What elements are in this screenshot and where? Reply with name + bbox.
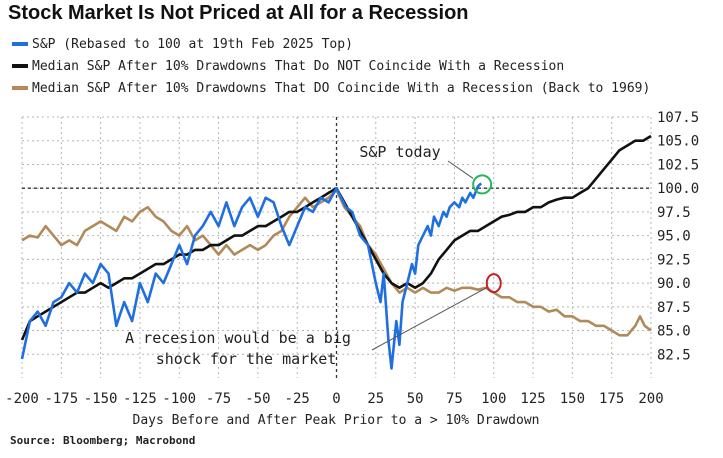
y-tick-label: 100.0	[657, 181, 699, 197]
series-line-sp	[20, 182, 483, 370]
y-tick-label: 105.0	[657, 134, 699, 150]
y-tick-label: 87.5	[657, 300, 691, 316]
legend-item-no-recession: Median S&P After 10% Drawdowns That Do N…	[12, 55, 650, 77]
legend-item-recession: Median S&P After 10% Drawdowns That DO C…	[12, 77, 650, 99]
source-note: Source: Bloomberg; Macrobond	[10, 434, 196, 447]
y-axis-ticks: 82.5 85.0 87.5 90.0 92.5 95.0 97.5 100.0 102.5 10…	[657, 110, 699, 363]
x-tick-label: 50	[407, 391, 424, 407]
y-tick-label: 102.5	[657, 157, 699, 173]
annotations: S&P today A recesion would be a big shock …	[125, 143, 502, 368]
y-tick-label: 90.0	[657, 276, 691, 292]
series-lines	[20, 134, 652, 370]
y-tick-label: 97.5	[657, 205, 691, 221]
x-tick-label: 150	[560, 391, 585, 407]
y-tick-label: 82.5	[657, 347, 691, 363]
y-tick-label: 92.5	[657, 252, 691, 268]
legend-label-recession: Median S&P After 10% Drawdowns That DO C…	[32, 80, 651, 96]
grid	[21, 116, 652, 378]
x-tick-label: -100	[162, 391, 196, 407]
y-tick-label: 107.5	[657, 110, 699, 126]
annotation-recession-line1: A recesion would be a big	[125, 329, 351, 347]
x-tick-label: -125	[123, 391, 157, 407]
legend-item-sp: S&P (Rebased to 100 at 19th Feb 2025 Top…	[12, 33, 650, 55]
x-tick-label: 75	[446, 391, 463, 407]
x-tick-label: -150	[84, 391, 118, 407]
x-tick-label: 100	[481, 391, 506, 407]
legend-swatch-no-recession	[12, 64, 28, 68]
x-axis-ticks: -200 -175 -150 -125 -100 -75 -50 -25 0 25 50 75 100 1…	[5, 391, 664, 407]
x-tick-label: 175	[599, 391, 624, 407]
x-axis-label: Days Before and After Peak Prior to a > …	[133, 413, 540, 428]
x-tick-label: -50	[245, 391, 270, 407]
annotation-sp-today: S&P today	[359, 143, 440, 161]
legend-label-sp: S&P (Rebased to 100 at 19th Feb 2025 Top…	[32, 36, 353, 52]
x-tick-label: 125	[520, 391, 545, 407]
legend-swatch-sp	[12, 42, 28, 46]
chart-title: Stock Market Is Not Priced at All for a …	[8, 2, 469, 24]
annotation-sp-today-pointer	[447, 160, 474, 179]
y-tick-label: 85.0	[657, 324, 691, 340]
x-tick-label: -25	[285, 391, 310, 407]
x-tick-label: -75	[206, 391, 231, 407]
annotation-recession-pointer	[371, 286, 488, 351]
legend-label-no-recession: Median S&P After 10% Drawdowns That Do N…	[32, 58, 565, 74]
x-tick-label: -175	[44, 391, 78, 407]
y-tick-label: 95.0	[657, 229, 691, 245]
x-tick-label: 0	[332, 391, 340, 407]
marker-sp-today	[472, 174, 493, 195]
x-tick-label: 200	[638, 391, 663, 407]
annotation-recession-line2: shock for the market	[156, 350, 337, 368]
legend-swatch-recession	[12, 86, 28, 90]
x-tick-label: -200	[5, 391, 39, 407]
x-tick-label: 25	[367, 391, 384, 407]
legend: S&P (Rebased to 100 at 19th Feb 2025 Top…	[12, 33, 650, 99]
marker-recession	[485, 273, 502, 294]
